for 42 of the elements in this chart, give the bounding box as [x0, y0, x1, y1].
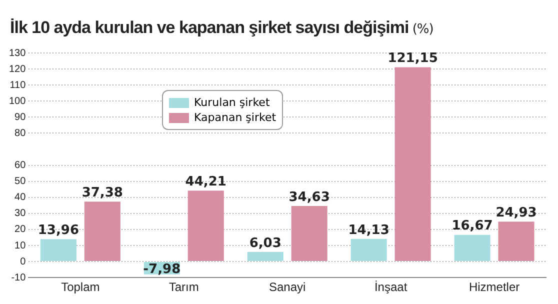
bar: [247, 252, 284, 262]
y-tick-label: 40: [14, 192, 26, 204]
bar: [40, 239, 76, 262]
bar: [350, 238, 387, 262]
data-label: 37,38: [82, 185, 123, 200]
data-label: 6,03: [249, 236, 282, 251]
x-tick-label: Hizmetler: [468, 280, 520, 294]
data-label: 121,15: [388, 51, 438, 66]
y-tick-label: 60: [14, 160, 26, 172]
data-label: 14,13: [348, 222, 390, 238]
bar: [84, 202, 120, 262]
bar: [454, 234, 490, 262]
bar: [394, 67, 431, 262]
bar: [291, 206, 328, 262]
data-label: -7,98: [143, 262, 181, 278]
y-tick-label: 110: [10, 80, 26, 91]
y-tick-label: 90: [14, 112, 26, 123]
chart-title: İlk 10 ayda kurulan ve kapanan şirket sayısı değişimi: [10, 18, 409, 37]
y-tick-label: 20: [14, 224, 26, 236]
y-tick-label: -10: [11, 272, 26, 284]
x-tick-label: İnşaat: [374, 280, 408, 294]
y-tick-label: 50: [14, 176, 26, 188]
bar: [188, 190, 224, 262]
y-tick-label: 100: [8, 96, 26, 107]
y-tick-label: 0: [20, 256, 26, 268]
legend-label: Kapanan şirket: [194, 111, 276, 124]
data-label: 24,93: [496, 205, 537, 220]
data-label: 44,21: [185, 174, 226, 190]
data-label: 16,67: [452, 218, 493, 234]
x-tick-label: Toplam: [61, 280, 100, 294]
y-tick-label: 30: [14, 208, 26, 220]
data-label: 34,63: [288, 190, 330, 205]
x-tick-label: Sanayi: [268, 280, 306, 294]
bar: [498, 222, 534, 262]
y-axis-title: (%): [411, 22, 434, 37]
legend-label: Kurulan şirket: [194, 96, 270, 109]
x-tick-label: Tarım: [168, 280, 199, 294]
data-label: 13,96: [38, 223, 79, 238]
y-tick-label: 10: [14, 240, 26, 252]
y-tick-label: 130: [8, 48, 26, 59]
y-tick-label: 120: [8, 64, 26, 75]
y-tick-label: 80: [14, 128, 26, 139]
